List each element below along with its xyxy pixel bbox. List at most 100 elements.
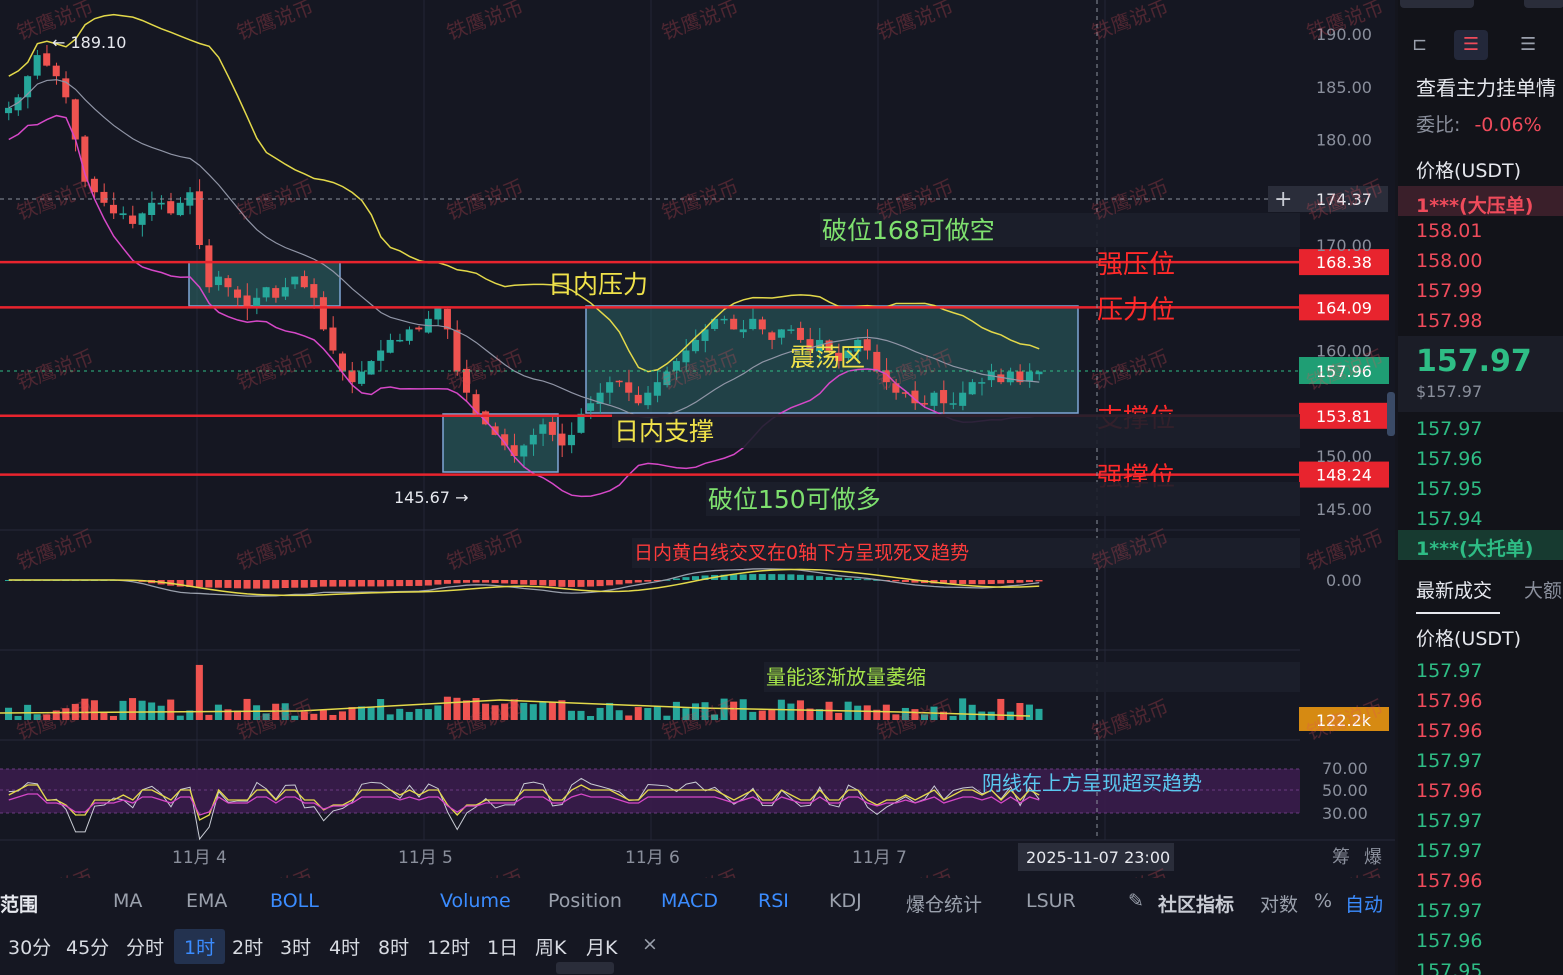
timeframe-time[interactable]: 分时 <box>126 937 165 959</box>
kdj-tab[interactable]: KDJ <box>829 890 862 912</box>
timeframe-2h[interactable]: 2时 <box>232 937 264 959</box>
timeframe-1d[interactable]: 1日 <box>487 937 519 959</box>
candle-body <box>310 284 318 298</box>
macd-bar <box>625 580 633 584</box>
macd-bar <box>682 577 690 580</box>
community-indicator-tab[interactable]: 社区指标 <box>1158 894 1235 916</box>
timeframe-month[interactable]: 月K <box>586 937 618 959</box>
candle-body <box>1025 371 1033 382</box>
volume-bar <box>348 707 356 720</box>
rsi-level-50: 50.00 <box>1322 781 1368 800</box>
bid-price: 157.94 <box>1416 508 1483 530</box>
large-trades-tab[interactable]: 大额 <box>1524 580 1563 602</box>
candle-body <box>81 136 89 182</box>
timeframe-3h[interactable]: 3时 <box>280 937 312 959</box>
crosshair-plus-icon[interactable]: + <box>1274 187 1292 212</box>
candle-body <box>348 370 356 383</box>
boll-upper-line <box>8 13 1040 373</box>
volume-ma-line <box>0 699 1031 717</box>
price-header: 价格(USDT) <box>1416 160 1522 182</box>
candle-body <box>863 339 871 351</box>
collapse-handle[interactable] <box>556 962 614 974</box>
timeframe-8h[interactable]: 8时 <box>378 937 410 959</box>
level-label: 压力位 <box>1097 295 1175 325</box>
macd-tab[interactable]: MACD <box>661 890 718 912</box>
volume-bar <box>224 709 232 720</box>
volume-bar <box>462 700 471 720</box>
volume-note: 量能逐渐放量萎缩 <box>766 665 926 689</box>
candle-body <box>701 329 709 341</box>
chips-toggle[interactable]: 筹 <box>1332 847 1350 868</box>
watermark: 铁鹰说币 <box>659 695 742 745</box>
liquidation-toggle[interactable]: 爆 <box>1364 847 1382 868</box>
view-toggle-icon[interactable]: ⊏ <box>1412 34 1428 55</box>
close-icon[interactable]: × <box>642 933 658 955</box>
candle-body <box>682 350 690 363</box>
position-tab[interactable]: Position <box>548 890 622 912</box>
candle-body <box>663 371 671 386</box>
boll-tab[interactable]: BOLL <box>270 890 319 912</box>
candle-body <box>90 178 98 193</box>
candle-body <box>873 351 881 372</box>
macd-bar <box>462 580 471 583</box>
rsi-level-70: 70.00 <box>1322 759 1368 778</box>
macd-bar <box>272 580 280 589</box>
macd-bar <box>472 580 480 583</box>
volume-bar <box>233 710 242 720</box>
rsi-tab[interactable]: RSI <box>758 890 789 912</box>
candle-body <box>367 361 375 375</box>
last-price-usd: $157.97 <box>1416 382 1483 401</box>
big-ask-order: 1***(大压单) <box>1416 195 1534 217</box>
candle-body <box>739 329 747 333</box>
timeframe-12h[interactable]: 12时 <box>427 937 471 959</box>
trade-price: 157.96 <box>1416 780 1483 802</box>
latest-trades-tab[interactable]: 最新成交 <box>1416 580 1493 602</box>
percent-toggle[interactable]: % <box>1314 890 1333 912</box>
macd-bar <box>281 580 289 589</box>
timeframe-30m[interactable]: 30分 <box>8 937 52 959</box>
timeframe-1h[interactable]: 1时 <box>174 929 226 964</box>
macd-bar <box>386 580 394 587</box>
macd-dea-line <box>8 568 1040 597</box>
volume-bar <box>806 708 814 720</box>
range-tab[interactable]: 范围 <box>0 894 39 916</box>
volume-tab[interactable]: Volume <box>440 890 511 912</box>
liquidation-stats-tab[interactable]: 爆仓统计 <box>906 894 983 916</box>
orderbook-view-icon[interactable]: ☰ <box>1454 30 1488 60</box>
candle-body <box>949 403 957 405</box>
level-price-tag: 164.09 <box>1316 298 1372 317</box>
macd-bar <box>567 580 575 587</box>
price-axis-label: 150.00 <box>1316 447 1372 466</box>
trade-price: 157.95 <box>1416 960 1483 975</box>
timeframe-45m[interactable]: 45分 <box>66 937 110 959</box>
edit-icon[interactable]: ✎ <box>1128 890 1144 912</box>
orderbook-title[interactable]: 查看主力挂单情 <box>1416 76 1556 100</box>
macd-bar <box>214 580 222 588</box>
timeframe-week[interactable]: 周K <box>535 937 567 959</box>
list-view-icon[interactable]: ☰ <box>1520 34 1537 55</box>
log-scale-toggle[interactable]: 对数 <box>1260 894 1299 916</box>
watermark: 铁鹰说币 <box>14 345 97 395</box>
level-tag-bg <box>1299 461 1389 488</box>
panel-resize-handle[interactable] <box>1387 392 1395 436</box>
macd-bar <box>873 579 881 581</box>
volume-bar <box>472 698 480 720</box>
volume-bar <box>892 714 900 720</box>
volume-bar <box>529 704 537 720</box>
volume-bar <box>386 714 394 720</box>
candle-body <box>749 318 757 330</box>
volume-bar <box>873 709 881 720</box>
watermark: 铁鹰说币 <box>14 525 97 575</box>
lsur-tab[interactable]: LSUR <box>1026 890 1076 912</box>
macd-bar <box>491 580 499 583</box>
ratio-label: 委比: -0.06% <box>1416 110 1542 137</box>
watermark: 铁鹰说币 <box>1089 695 1172 745</box>
ema-tab[interactable]: EMA <box>186 890 228 912</box>
trades-price-header: 价格(USDT) <box>1416 628 1522 650</box>
timeframe-4h[interactable]: 4时 <box>329 937 361 959</box>
level-price-tag: 148.24 <box>1316 466 1372 485</box>
auto-scale-toggle[interactable]: 自动 <box>1345 894 1384 916</box>
ma-tab[interactable]: MA <box>113 890 143 912</box>
